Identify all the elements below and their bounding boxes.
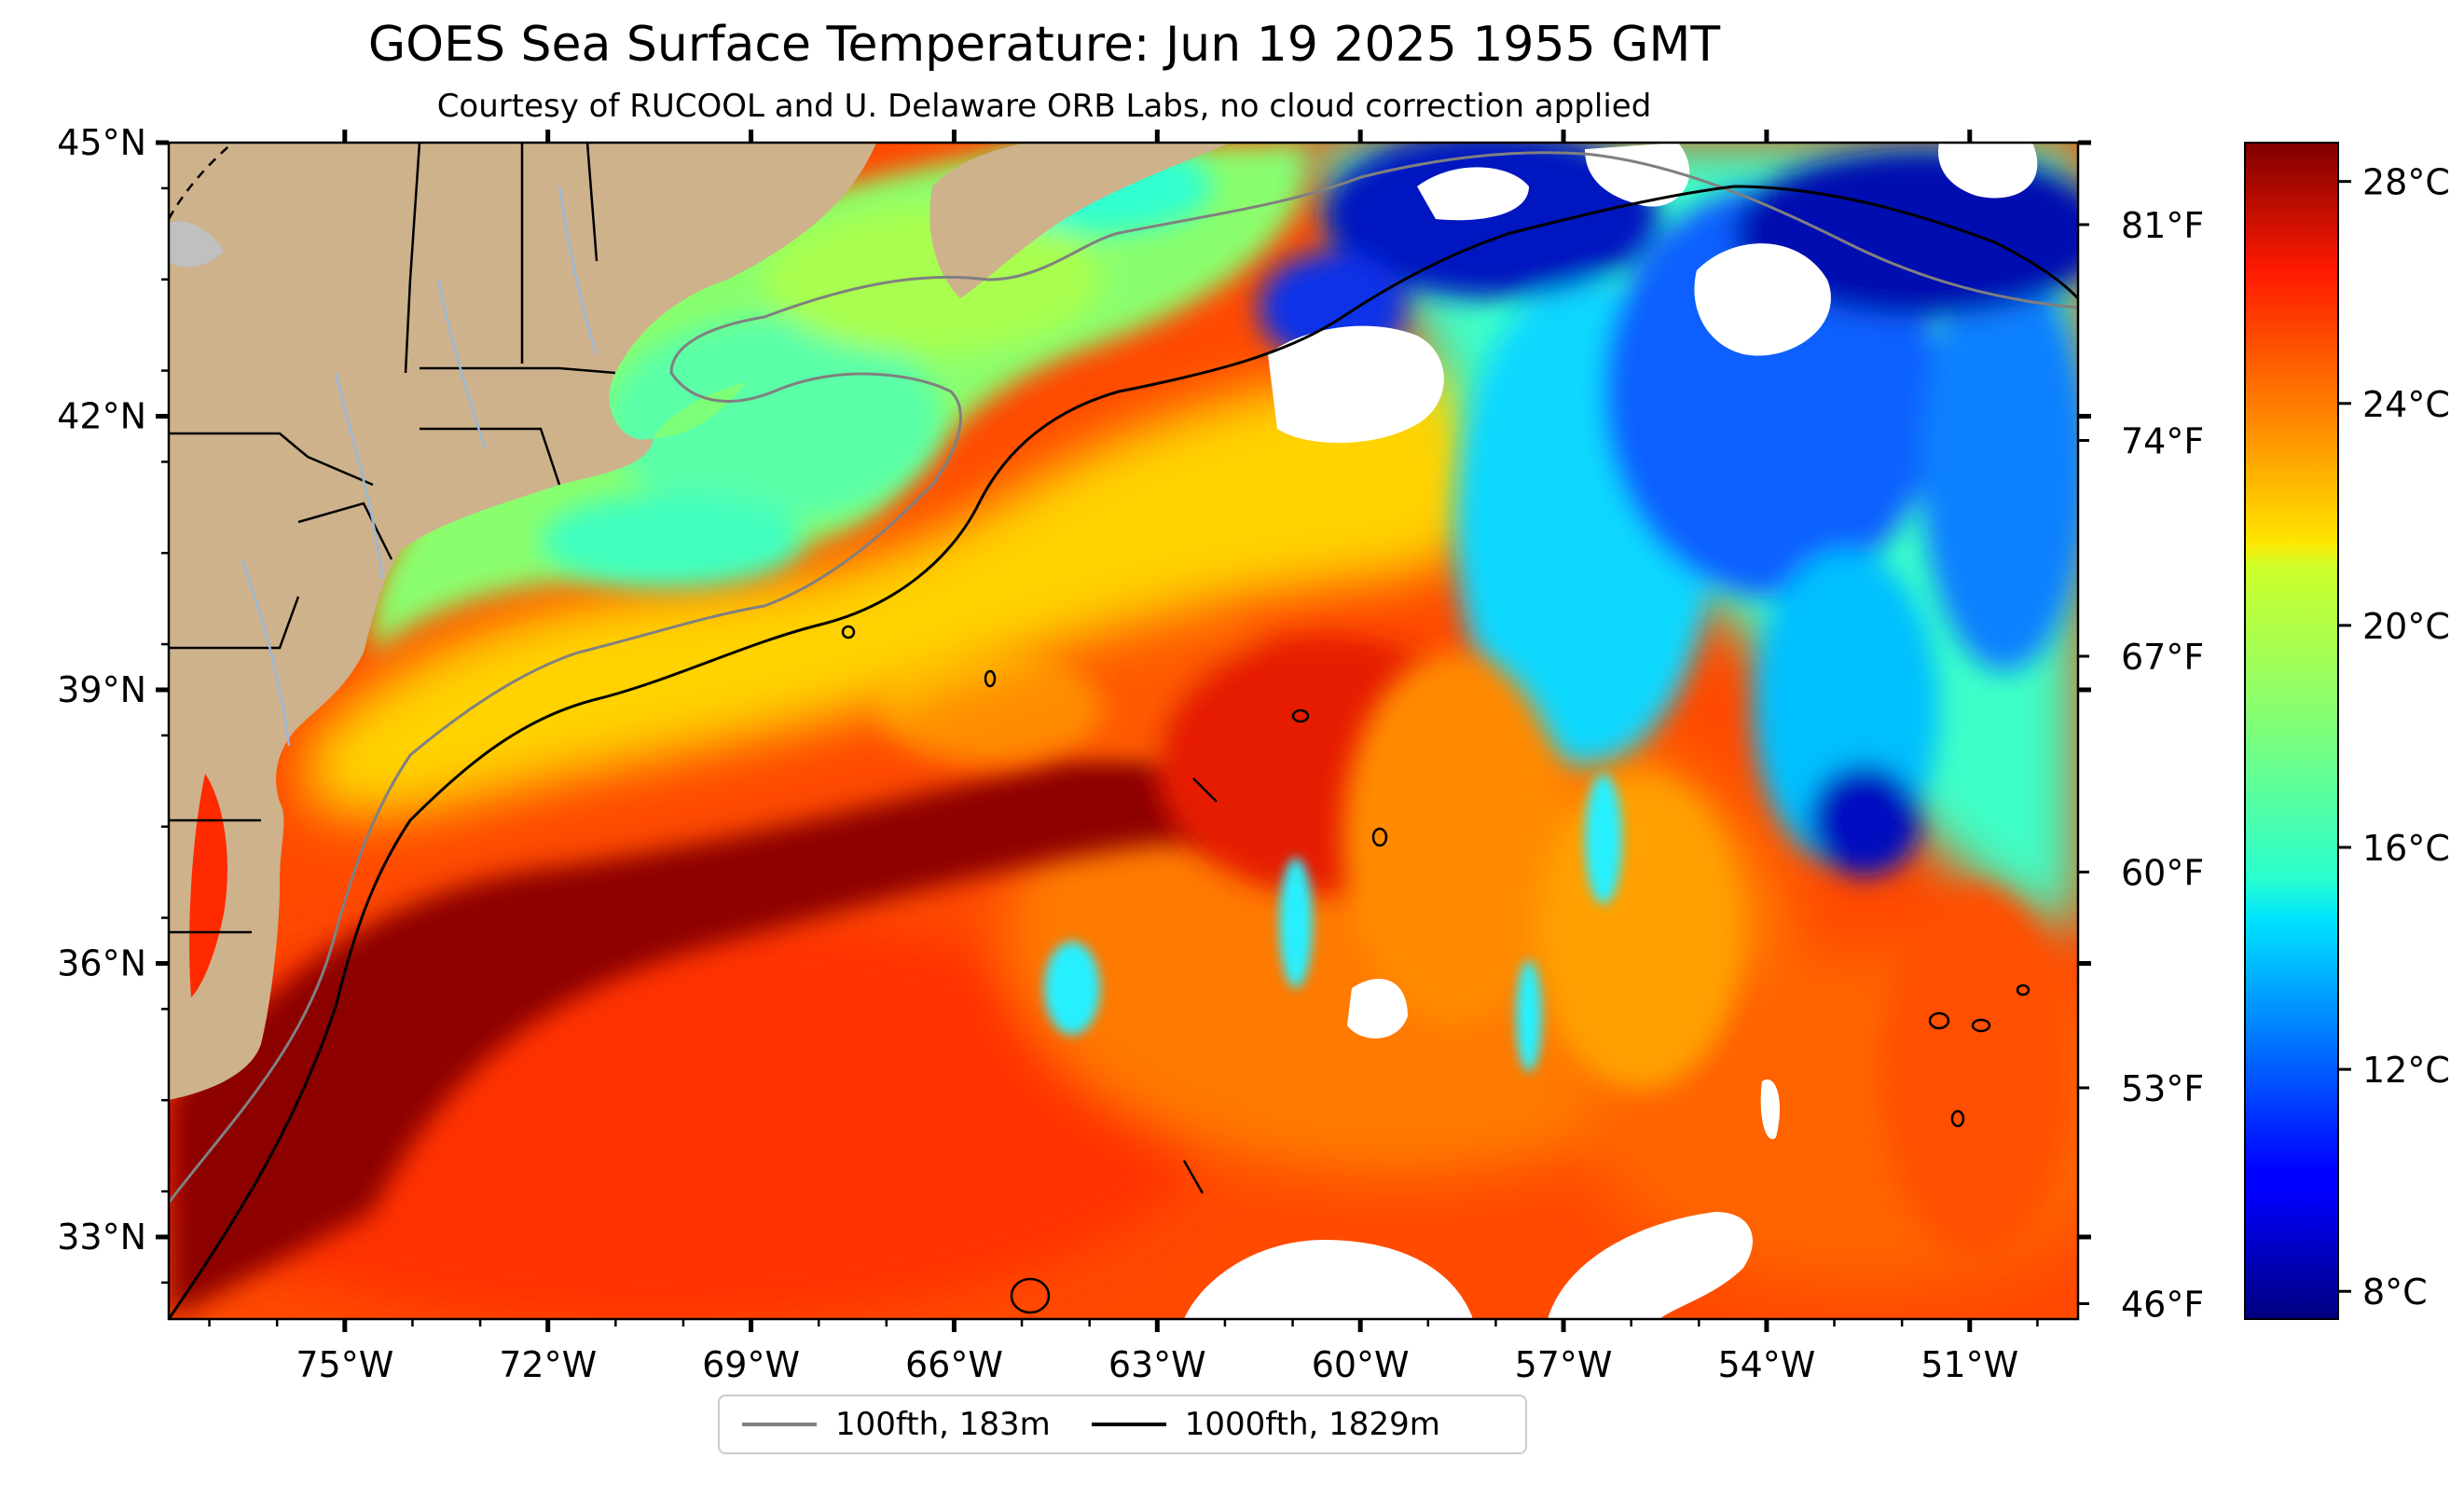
map-title: GOES Sea Surface Temperature: Jun 19 202… [367, 17, 1721, 73]
rivers [241, 186, 599, 747]
map-subtitle: Courtesy of RUCOOL and U. Delaware ORB L… [436, 88, 1652, 125]
lon-tick-label: 57°W [1515, 1344, 1613, 1385]
legend-line-1000fth [1091, 1423, 1166, 1426]
land-mass [169, 143, 876, 1100]
map-frame [167, 141, 2080, 1321]
lon-tick-label: 72°W [499, 1344, 597, 1385]
lon-tick-label: 51°W [1920, 1344, 2018, 1385]
colorbar-tick-label: 12°C [2362, 1050, 2450, 1091]
isobath-1000fth [169, 185, 2078, 1319]
f-tick-label: 60°F [2121, 852, 2204, 893]
f-tick-label: 74°F [2121, 420, 2204, 461]
sst-map [169, 143, 2078, 1319]
lat-tick-label: 33°N [57, 1217, 146, 1258]
lat-tick-label: 45°N [57, 122, 146, 163]
longitude-axis: 75°W 72°W 69°W 66°W 63°W 60°W 57°W 54°W 51°W [208, 130, 2039, 1385]
lat-tick-label: 36°N [57, 942, 146, 983]
fahrenheit-axis: 81°F 74°F 67°F 60°F 53°F 46°F [2078, 205, 2204, 1325]
state-borders [169, 143, 616, 934]
legend-label-1000fth: 1000fth, 1829m [1184, 1406, 1440, 1443]
f-tick-label: 81°F [2121, 205, 2204, 246]
isobath-legend: 100fth, 183m 1000fth, 1829m [718, 1395, 1527, 1454]
f-tick-label: 46°F [2121, 1284, 2204, 1325]
f-tick-label: 53°F [2121, 1068, 2204, 1109]
colorbar-tick-label: 28°C [2362, 162, 2450, 203]
isobath-100fth [169, 151, 2078, 1203]
lon-tick-label: 60°W [1312, 1344, 1410, 1385]
lon-tick-label: 75°W [296, 1344, 393, 1385]
legend-item-100fth: 100fth, 183m [742, 1406, 1051, 1443]
gulf-stream-band [169, 754, 1231, 1319]
lon-tick-label: 66°W [905, 1344, 1003, 1385]
colorbar-tick-label: 8°C [2362, 1272, 2428, 1313]
legend-item-1000fth: 1000fth, 1829m [1091, 1406, 1440, 1443]
colorbar-tick-label: 24°C [2362, 384, 2450, 425]
lon-tick-label: 69°W [702, 1344, 800, 1385]
latitude-axis: 45°N 42°N 39°N 36°N 33°N [57, 122, 2091, 1285]
lon-tick-label: 54°W [1717, 1344, 1815, 1385]
lat-tick-label: 39°N [57, 669, 146, 710]
colorbar [2244, 142, 2339, 1320]
legend-line-100fth [742, 1423, 817, 1426]
lat-tick-label: 42°N [57, 395, 146, 436]
colorbar-axis: 28°C 24°C 20°C 16°C 12°C 8°C [2338, 162, 2450, 1313]
lon-tick-label: 63°W [1108, 1344, 1206, 1385]
colorbar-tick-label: 16°C [2362, 828, 2450, 869]
colorbar-tick-label: 20°C [2362, 606, 2450, 647]
legend-label-100fth: 100fth, 183m [835, 1406, 1051, 1443]
f-tick-label: 67°F [2121, 637, 2204, 678]
